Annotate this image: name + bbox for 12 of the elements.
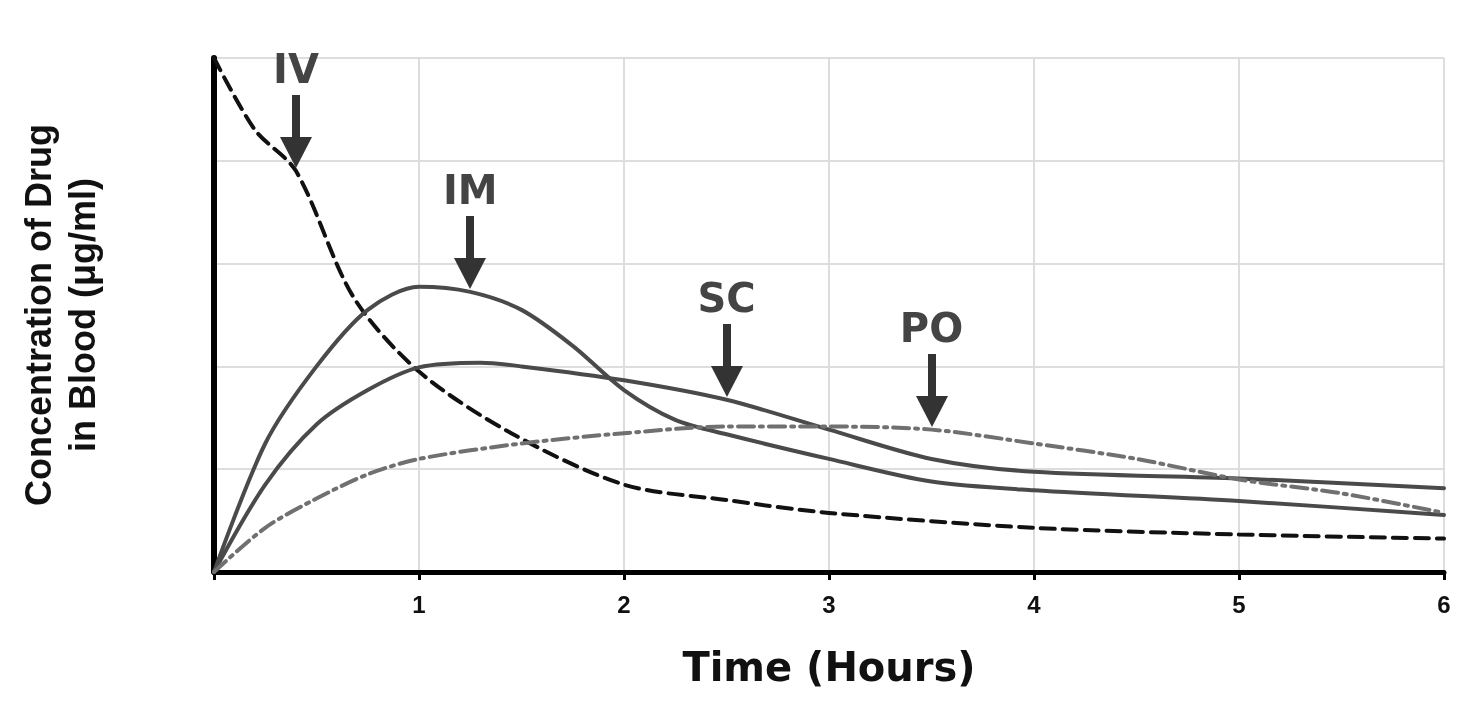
annotation: SC [697, 274, 756, 321]
y-axis-title: Concentration of Drug in Blood (μg/ml) [17, 124, 103, 506]
x-tick-label: 1 [412, 590, 426, 618]
annotation: PO [899, 304, 964, 351]
x-tick-label: 5 [1232, 590, 1246, 618]
annotation: IM [442, 166, 498, 213]
x-tick-label: 3 [822, 590, 836, 618]
x-axis-title: Time (Hours) [682, 644, 976, 690]
x-tick-label: 6 [1437, 590, 1451, 618]
x-tick-label: 2 [617, 590, 631, 618]
x-tick-label: 4 [1027, 590, 1042, 618]
annotation: IV [273, 46, 319, 93]
